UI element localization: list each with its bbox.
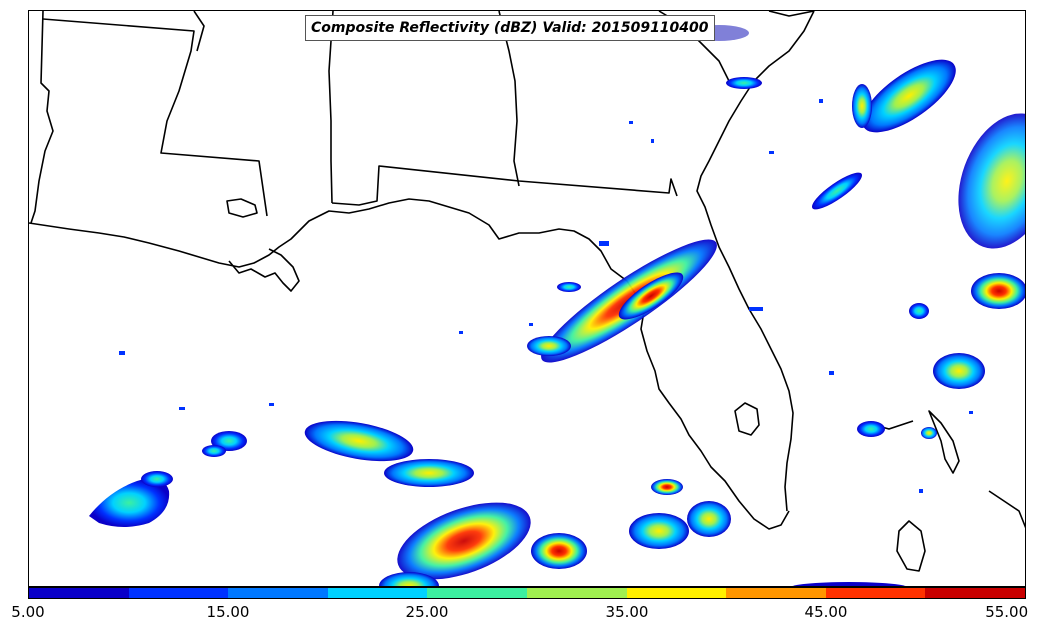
colorbar-segment — [129, 588, 229, 598]
state-border-la-ms — [43, 19, 267, 216]
echo-south-2 — [384, 459, 474, 487]
boundaries — [29, 11, 1026, 571]
echo-south-3 — [387, 487, 540, 587]
colorbar-segment — [726, 588, 826, 598]
colorbar-segment — [627, 588, 727, 598]
radar-echoes — [89, 25, 1026, 587]
echo-south-7 — [651, 479, 683, 495]
eastern-islands — [989, 491, 1026, 531]
echo-atl-8 — [921, 427, 937, 439]
map-canvas — [29, 11, 1026, 587]
lake-pontchartrain — [227, 199, 257, 217]
colorbar-segment — [29, 588, 129, 598]
echo-south-9 — [202, 445, 226, 457]
map-title: Composite Reflectivity (dBZ) Valid: 2015… — [305, 15, 715, 41]
colorbar-tick-label: 5.00 — [11, 603, 44, 621]
state-border-fl-al — [332, 166, 677, 205]
colorbar-segment — [427, 588, 527, 598]
echo-atl-10 — [726, 77, 762, 89]
colorbar-tick-label: 35.00 — [606, 603, 649, 621]
scattered-echoes — [119, 99, 973, 493]
colorbar-segment — [228, 588, 328, 598]
echo-atl-2 — [852, 84, 872, 128]
echo-atl-5 — [933, 353, 985, 389]
echo-atl-4 — [971, 273, 1026, 309]
andros-outline — [897, 521, 925, 571]
colorbar-tick-label: 45.00 — [805, 603, 848, 621]
bahamas-outline — [929, 411, 959, 473]
louisiana-delta — [229, 249, 299, 291]
echo-gulf-west — [527, 336, 571, 356]
echo-atl-9 — [909, 303, 929, 319]
colorbar-tick-label: 15.00 — [207, 603, 250, 621]
lake-okeechobee — [735, 403, 759, 435]
echo-south-6 — [687, 501, 731, 537]
echo-atl-3 — [941, 100, 1026, 262]
colorbar-segment — [925, 588, 1025, 598]
state-border-sc-nc — [769, 11, 814, 16]
colorbar-tick-label: 25.00 — [406, 603, 449, 621]
echo-south-5 — [629, 513, 689, 549]
echo-south-1 — [302, 414, 417, 469]
colorbar-segment — [328, 588, 428, 598]
echo-small-1 — [557, 282, 581, 292]
colorbar — [28, 587, 1026, 599]
echo-atl-7 — [857, 421, 885, 437]
echo-south-4 — [531, 533, 587, 569]
map-frame — [28, 10, 1026, 587]
colorbar-segment — [527, 588, 627, 598]
state-border-ms-al — [194, 11, 204, 51]
echo-atl-6 — [808, 167, 866, 215]
state-border-la-ar — [31, 11, 53, 223]
colorbar-segment — [826, 588, 926, 598]
echo-swirl-arm — [141, 471, 173, 487]
colorbar-tick-label: 55.00 — [985, 603, 1028, 621]
